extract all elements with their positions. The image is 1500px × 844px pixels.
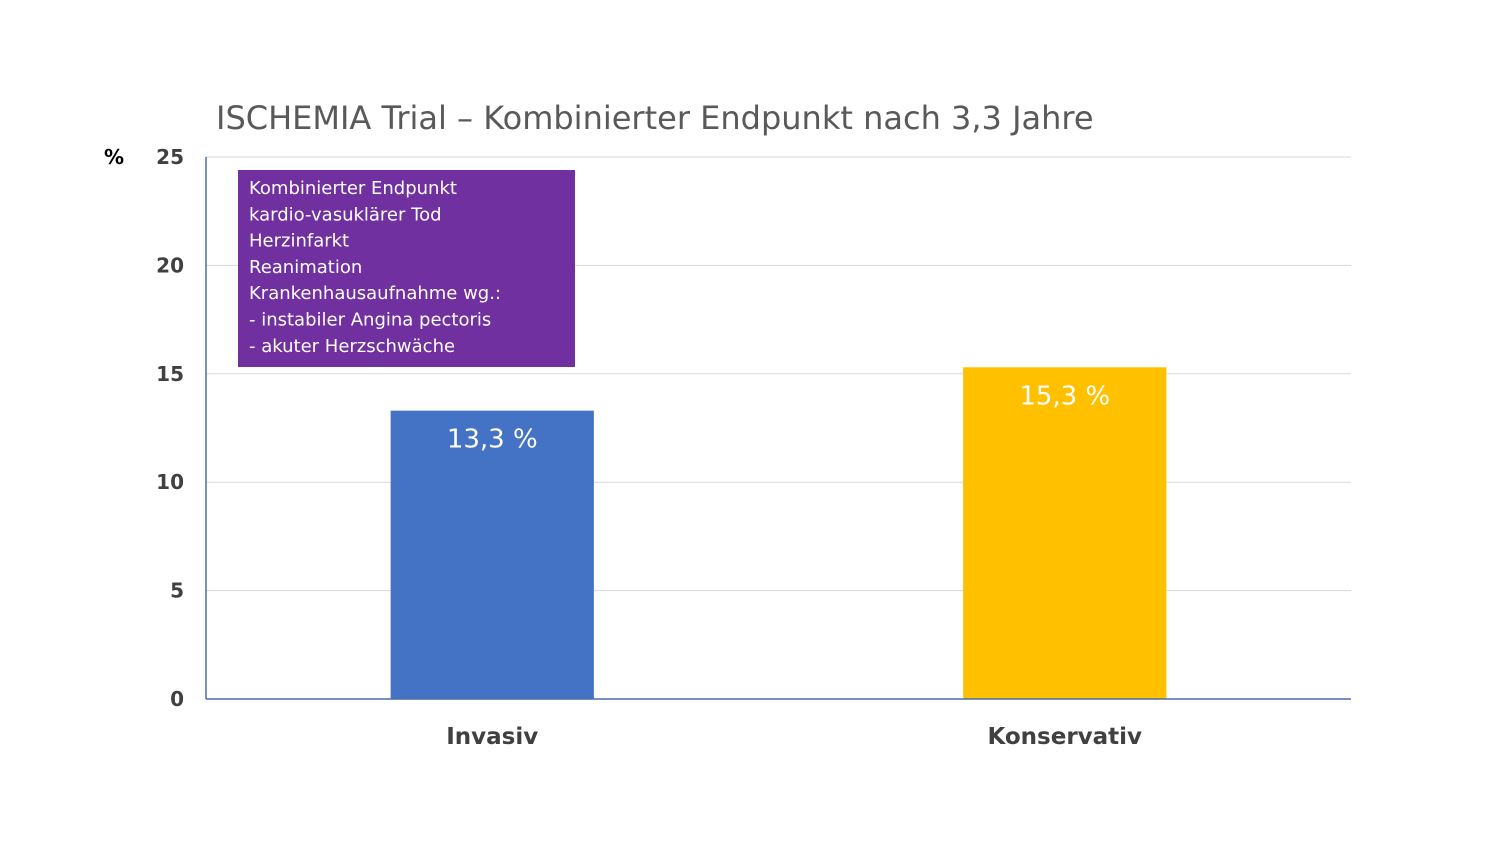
bar-konservativ xyxy=(963,367,1167,699)
y-tick-label: 0 xyxy=(170,687,184,711)
annotation-line: - instabiler Angina pectoris xyxy=(249,310,491,331)
y-tick-label: 10 xyxy=(156,470,184,494)
annotation-line: - akuter Herzschwäche xyxy=(249,336,455,357)
bars: 13,3 % 15,3 % xyxy=(390,367,1167,699)
x-category-label: Invasiv xyxy=(446,724,538,750)
x-category-label: Konservativ xyxy=(987,724,1142,750)
y-tick-label: 20 xyxy=(156,253,184,277)
data-label: 13,3 % xyxy=(447,425,538,455)
annotation-background xyxy=(238,170,575,367)
annotation-line: kardio-vasuklärer Tod xyxy=(249,204,442,225)
bar-invasiv xyxy=(390,410,594,699)
annotation-lines: Kombinierter Endpunkt kardio-vasuklärer T… xyxy=(249,178,501,357)
chart-title: ISCHEMIA Trial – Kombinierter Endpunkt n… xyxy=(216,99,1094,137)
y-axis-ticks: 0 5 10 15 20 25 xyxy=(156,145,184,711)
annotation-line: Herzinfarkt xyxy=(249,231,349,252)
y-axis-unit-label: % xyxy=(104,145,124,169)
y-tick-label: 5 xyxy=(170,579,184,603)
x-axis-labels: Invasiv Konservativ xyxy=(446,724,1142,750)
data-label: 15,3 % xyxy=(1019,381,1110,411)
annotation-line: Kombinierter Endpunkt xyxy=(249,178,457,199)
y-tick-label: 25 xyxy=(156,145,184,169)
annotation-line: Reanimation xyxy=(249,257,362,278)
y-tick-label: 15 xyxy=(156,362,184,386)
annotation-line: Krankenhausaufnahme wg.: xyxy=(249,283,501,304)
annotation-box: Kombinierter Endpunkt kardio-vasuklärer T… xyxy=(238,170,575,367)
